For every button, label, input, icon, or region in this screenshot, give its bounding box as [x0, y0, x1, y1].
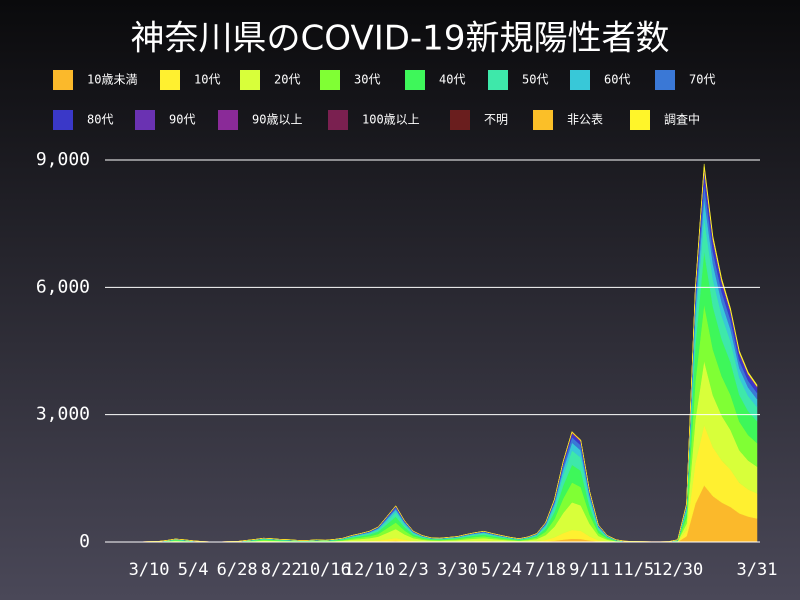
- legend-label: 90歳以上: [252, 113, 302, 127]
- legend-label: 30代: [354, 73, 380, 87]
- x-tick-label: 2/3: [398, 560, 429, 580]
- y-tick-label: 3,000: [36, 404, 90, 425]
- legend-label: 非公表: [567, 113, 603, 127]
- legend-swatch: [450, 110, 470, 130]
- legend-label: 不明: [484, 113, 508, 127]
- x-tick-label: 12/30: [652, 560, 703, 580]
- x-tick-label: 9/11: [569, 560, 610, 580]
- y-tick-label: 6,000: [36, 276, 90, 297]
- legend-swatch: [135, 110, 155, 130]
- chart-title: 神奈川県のCOVID-19新規陽性者数: [131, 19, 670, 59]
- legend-label: 60代: [604, 73, 630, 87]
- legend-label: 20代: [274, 73, 300, 87]
- x-tick-label: 3/10: [129, 560, 170, 580]
- legend-label: 40代: [439, 73, 465, 87]
- plot: [105, 163, 758, 543]
- x-tick-label: 7/18: [525, 560, 566, 580]
- legend-label: 10代: [194, 73, 220, 87]
- legend-swatch: [630, 110, 650, 130]
- x-tick-label: 12/10: [344, 560, 395, 580]
- legend-swatch: [218, 110, 238, 130]
- legend-swatch: [488, 70, 508, 90]
- x-tick-label: 10/16: [300, 560, 351, 580]
- legend-swatch: [240, 70, 260, 90]
- legend-label: 10歳未満: [87, 73, 137, 87]
- legend-label: 100歳以上: [362, 113, 420, 127]
- legend-swatch: [53, 110, 73, 130]
- legend-swatch: [160, 70, 180, 90]
- x-tick-label: 5/4: [178, 560, 209, 580]
- legend-label: 調査中: [664, 112, 700, 127]
- legend-swatch: [328, 110, 348, 130]
- legend-swatch: [53, 70, 73, 90]
- x-tick-label: 3/30: [437, 560, 478, 580]
- x-tick-label: 3/31: [737, 560, 778, 580]
- x-tick-label: 6/28: [217, 560, 258, 580]
- x-tick-label: 8/22: [261, 560, 302, 580]
- y-tick-label: 9,000: [36, 149, 90, 170]
- legend-swatch: [533, 110, 553, 130]
- x-tick-label: 11/5: [613, 560, 654, 580]
- legend-swatch: [320, 70, 340, 90]
- area: [105, 163, 758, 543]
- legend-label: 50代: [522, 73, 548, 87]
- legend-label: 80代: [87, 113, 113, 127]
- x-tick-label: 5/24: [481, 560, 522, 580]
- legend-swatch: [655, 70, 675, 90]
- legend-swatch: [570, 70, 590, 90]
- y-tick-label: 0: [79, 531, 90, 552]
- legend-label: 70代: [689, 73, 715, 87]
- legend-label: 90代: [169, 113, 195, 127]
- legend-swatch: [405, 70, 425, 90]
